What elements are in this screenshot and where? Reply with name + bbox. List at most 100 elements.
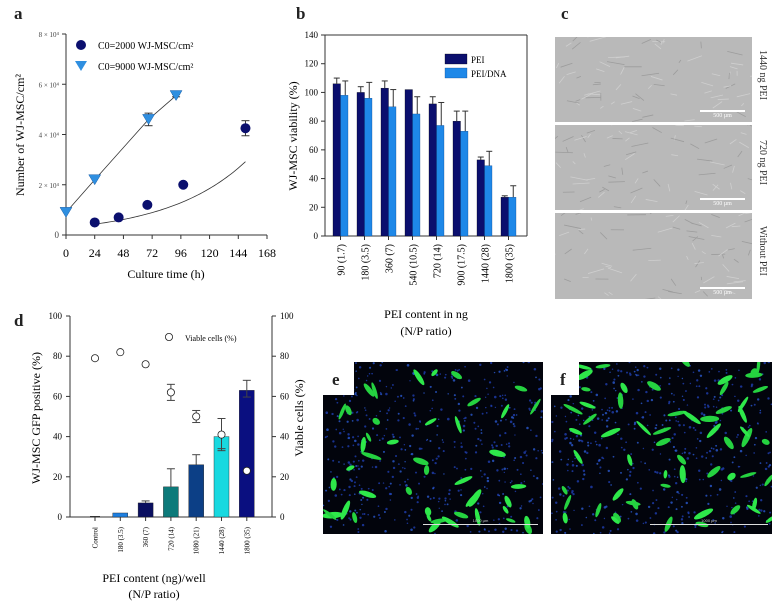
y-tick-label: 140 <box>305 30 319 40</box>
scale-bar-label: 1000 µm <box>701 518 717 523</box>
panel-label-a: a <box>14 4 23 23</box>
y-tick-label-left: 100 <box>49 311 63 321</box>
bar-pei <box>452 120 461 237</box>
x-tick-label: 72 <box>146 246 158 260</box>
legend-marker-circle <box>76 40 86 50</box>
y-axis-label-left: WJ-MSC GFP positive (%) <box>29 352 43 484</box>
bar-gfp <box>188 464 204 518</box>
micrograph-label-1440ng: 1440 ng PEI <box>757 50 768 100</box>
bar-pei <box>476 159 485 237</box>
bar-pei <box>428 103 437 237</box>
x-tick-label: 1800 (35) <box>505 244 516 283</box>
fluorescent-cells <box>551 362 772 534</box>
y-tick-label: 4 × 10⁴ <box>39 132 60 140</box>
panel-label-d: d <box>14 311 24 330</box>
chart-d-gfp-transfection: 0 0 20 20 40 40 60 60 80 80 100 100 Control 180 (3.5)… <box>29 311 306 601</box>
micrograph-label-without-pei: Without PEI <box>757 226 768 276</box>
scale-bar-label: 1000 µm <box>472 518 489 523</box>
fluorescent-cells <box>323 362 543 534</box>
x-axis-label-line2: (N/P ratio) <box>128 587 179 601</box>
bar-pei-dna <box>484 165 493 237</box>
legend-marker-viable <box>164 333 173 342</box>
chart-b-viability: 0 20 40 60 80 100 120 140 90 (1.7) 180 (3.5) 360 (… <box>286 30 528 338</box>
x-tick-label: 168 <box>258 246 276 260</box>
viable-cells-marker <box>91 354 100 363</box>
cell-texture <box>555 213 752 299</box>
y-axis-label: Number of WJ-MSC/cm² <box>13 74 27 196</box>
x-tick-label: 144 <box>229 246 247 260</box>
bar-gfp <box>112 512 129 518</box>
panel-label-c: c <box>561 4 569 23</box>
x-tick-label: 1080 (21) <box>193 526 201 554</box>
bar-pei-dna <box>508 197 517 237</box>
data-point-circle <box>142 199 153 210</box>
panel-label-e: e <box>332 370 340 389</box>
bar-gfp <box>137 502 154 518</box>
scale-bar <box>700 198 745 200</box>
scale-bar <box>423 524 538 525</box>
bar-pei <box>380 87 389 237</box>
data-point-circle <box>178 179 189 190</box>
viable-cells-marker <box>116 348 125 357</box>
micrograph-label-720ng: 720 ng PEI <box>757 140 768 185</box>
y-tick-label-left: 0 <box>58 512 63 522</box>
data-point-triangle <box>59 207 73 218</box>
chart-a-growth-curve: 0 24 48 72 96 120 144 168 0 2 × 10⁴ 4 × 10⁴ 6 × 10⁴… <box>13 31 276 281</box>
legend-label: PEI <box>471 55 485 65</box>
x-axis-label-line1: PEI content in ng <box>384 307 468 321</box>
panel-label-f: f <box>560 370 566 389</box>
y-tick-label-right: 40 <box>280 432 290 442</box>
legend-label: Viable cells (%) <box>185 334 237 343</box>
y-tick-label: 40 <box>309 174 319 184</box>
legend-label: PEI/DNA <box>471 69 507 79</box>
scale-bar <box>700 287 745 289</box>
x-tick-label: 120 <box>201 246 219 260</box>
bar-pei-dna <box>388 106 397 237</box>
y-tick-label-right: 20 <box>280 472 290 482</box>
data-point-triangle <box>142 114 155 125</box>
x-tick-label: 180 (3.5) <box>117 526 125 552</box>
x-tick-label: 0 <box>63 246 69 260</box>
y-axis-label: WJ-MSC viability (%) <box>286 81 300 190</box>
viable-cells-marker <box>141 360 150 369</box>
y-tick-label: 80 <box>309 116 319 126</box>
x-tick-label: 540 (10.5) <box>409 244 420 286</box>
y-tick-label: 2 × 10⁴ <box>39 182 60 190</box>
scale-bar-label: 500 µm <box>713 113 732 119</box>
scale-bar <box>650 524 768 525</box>
y-tick-label: 20 <box>309 202 319 212</box>
x-tick-label: 48 <box>117 246 129 260</box>
x-tick-label: 720 (14) <box>167 526 175 551</box>
x-tick-label: 900 (17.5) <box>457 244 468 286</box>
bar-gfp <box>163 486 179 518</box>
fluorescence-image-e: e 1000 µm <box>323 362 543 534</box>
y-axis-label-right: Viable cells (%) <box>292 379 306 456</box>
viable-cells-marker <box>242 466 251 475</box>
x-tick-label: 96 <box>175 246 187 260</box>
scale-bar-label: 500 µm <box>713 290 732 296</box>
bar-pei <box>332 83 341 237</box>
viable-cells-marker <box>217 430 226 439</box>
y-tick-label-right: 60 <box>280 391 290 401</box>
legend-marker-triangle <box>75 61 87 71</box>
y-tick-label-right: 100 <box>280 311 294 321</box>
x-tick-label: 1440 (28) <box>218 526 226 554</box>
y-tick-label: 0 <box>314 231 319 241</box>
x-tick-label: 360 (7) <box>142 526 150 547</box>
y-tick-label-left: 60 <box>53 391 63 401</box>
x-axis-label-line1: PEI content (ng)/well <box>102 571 206 585</box>
y-tick-label-right: 0 <box>280 512 285 522</box>
viable-cells-marker <box>166 388 175 397</box>
viable-cells-marker <box>192 412 201 421</box>
data-point-triangle <box>169 90 183 102</box>
legend-swatch-pei <box>444 53 468 65</box>
micrograph-1440ng: 500 µm <box>555 37 752 122</box>
x-tick-label: 1800 (35) <box>243 526 251 554</box>
bar-pei-dna <box>436 125 445 237</box>
label-box <box>551 362 579 395</box>
x-tick-label: 90 (1.7) <box>337 244 348 276</box>
bar-pei <box>404 89 413 237</box>
bar-pei-dna <box>364 98 373 237</box>
y-tick-label: 60 <box>309 145 319 155</box>
y-tick-label: 120 <box>305 59 319 69</box>
